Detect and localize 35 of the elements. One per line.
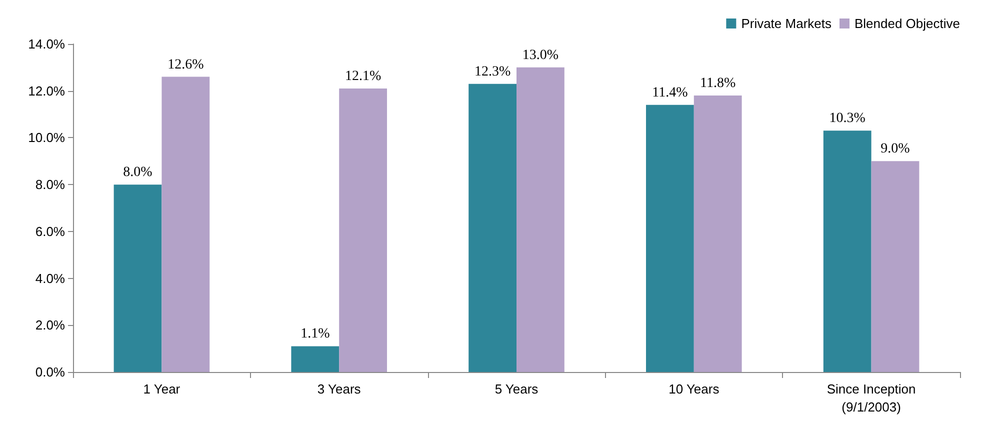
data-label: 8.0% — [123, 165, 153, 180]
x-tick-label: Since Inception (9/1/2003) — [826, 382, 916, 414]
y-tick-label: 2.0% — [35, 318, 66, 333]
bar — [823, 130, 872, 372]
y-tick-label: 8.0% — [35, 177, 66, 192]
x-tick-label: 5 Years — [494, 382, 539, 396]
bar — [871, 161, 920, 372]
bar — [339, 88, 387, 372]
data-label: 1.1% — [300, 326, 330, 342]
x-tick-label: 10 Years — [668, 382, 720, 396]
x-tick-label: 1 Year — [143, 382, 181, 396]
bar — [516, 67, 564, 372]
data-label: 13.0% — [522, 48, 559, 63]
bar — [694, 96, 742, 372]
legend-label: Private Markets — [741, 16, 832, 31]
y-tick-label: 6.0% — [35, 224, 66, 239]
data-label: 9.0% — [880, 142, 910, 157]
data-label: 12.3% — [474, 64, 511, 80]
bar — [162, 76, 210, 372]
data-label: 11.4% — [652, 85, 688, 100]
y-tick-label: 4.0% — [35, 270, 66, 286]
y-tick-label: 14.0% — [28, 36, 66, 52]
bar — [468, 84, 516, 372]
data-label: 12.1% — [344, 69, 382, 84]
y-tick-label: 0.0% — [35, 364, 66, 380]
x-tick-label: 3 Years — [317, 382, 362, 396]
bar — [114, 184, 162, 372]
data-label: 10.3% — [829, 111, 866, 126]
legend-label: Blended Objective — [854, 16, 960, 31]
y-tick-label: 12.0% — [28, 83, 66, 98]
bar — [646, 104, 694, 372]
bar — [291, 346, 340, 372]
y-tick-label: 10.0% — [28, 130, 66, 146]
data-label: 12.6% — [168, 57, 204, 72]
data-label: 11.8% — [700, 76, 736, 92]
